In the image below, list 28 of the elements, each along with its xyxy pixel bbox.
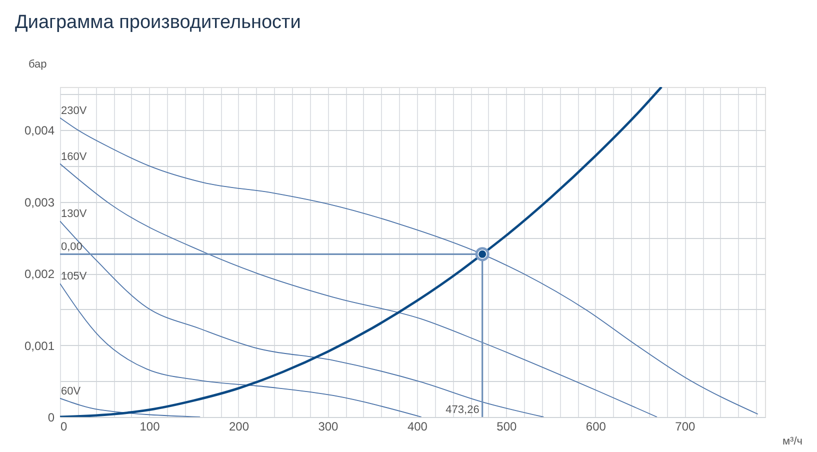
x-tick-label: 200 (228, 420, 250, 434)
line-series (60, 87, 663, 417)
y-tick-label: 0,003 (24, 195, 55, 210)
line-series (60, 117, 758, 415)
x-tick-label: 400 (407, 420, 428, 434)
line-series (60, 220, 544, 417)
series-label: 160V (61, 150, 88, 163)
series-label: 130V (61, 208, 88, 220)
series-label: 60V (61, 385, 82, 398)
x-axis-title: м³/ч (782, 436, 802, 448)
x-tick-label: 0 (60, 420, 68, 434)
line-series (60, 283, 422, 417)
y-tick-label: 0 (48, 410, 55, 424)
y-tick-label: 0,004 (24, 124, 55, 138)
y-tick-label: 0,001 (24, 338, 55, 353)
chart-title: Диаграмма производительности (15, 12, 301, 33)
annotation: 473,26 (446, 404, 480, 416)
x-tick-label: 700 (675, 420, 696, 434)
x-tick-label: 300 (318, 420, 339, 434)
annotation: 0,00 (61, 241, 82, 254)
y-tick-label: 0,002 (24, 267, 55, 282)
y-axis-title: бар (28, 58, 47, 70)
x-tick-label: 600 (586, 420, 606, 434)
line-series (60, 163, 658, 417)
series-label: 230V (61, 104, 88, 117)
series-label: 105V (61, 270, 88, 283)
x-tick-label: 100 (140, 420, 160, 434)
x-tick-label: 500 (496, 420, 518, 434)
